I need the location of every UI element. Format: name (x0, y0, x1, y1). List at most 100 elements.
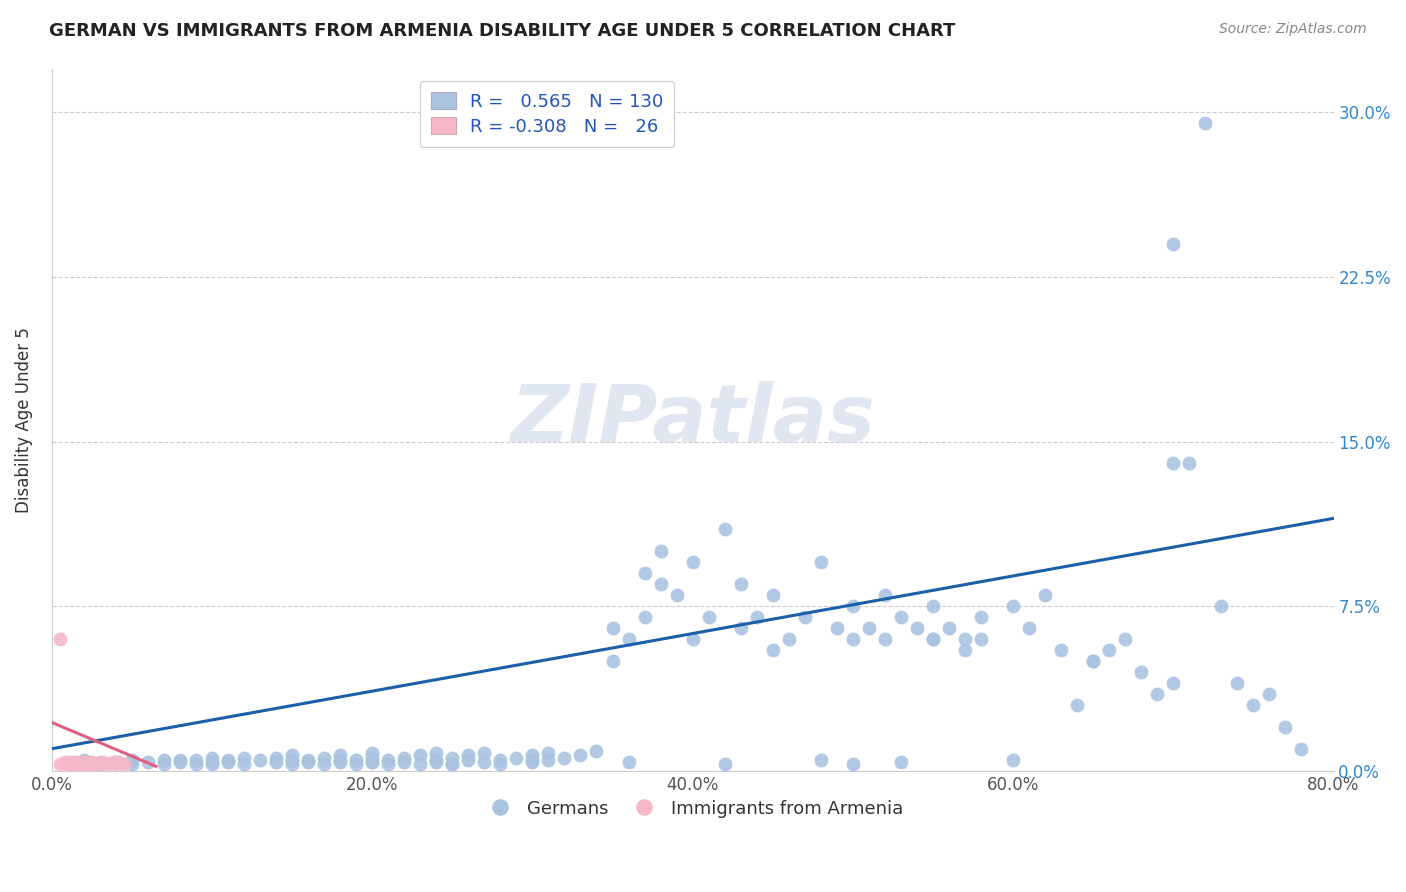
Point (1258, 687, 1281, 701)
Point (842, 632, 865, 646)
Point (602, 621, 624, 635)
Point (1002, 599, 1025, 614)
Point (121, 757, 143, 772)
Point (953, 632, 976, 646)
Point (489, 753, 512, 767)
Point (344, 757, 367, 772)
Point (425, 755, 447, 769)
Point (970, 632, 993, 646)
Point (184, 757, 207, 772)
Point (1161, 457, 1184, 471)
Point (264, 750, 287, 764)
Point (842, 599, 865, 614)
Point (425, 746, 447, 760)
Point (922, 632, 945, 646)
Point (953, 643, 976, 657)
Point (53, 755, 76, 769)
Point (80, 757, 103, 772)
Point (344, 753, 367, 767)
Point (73, 757, 96, 772)
Point (1050, 643, 1073, 657)
Point (281, 753, 304, 767)
Point (104, 757, 127, 772)
Point (329, 748, 352, 763)
Text: ZIPatlas: ZIPatlas (510, 381, 875, 458)
Point (825, 621, 848, 635)
Point (569, 748, 592, 763)
Point (938, 621, 960, 635)
Point (1211, 599, 1233, 614)
Point (1018, 621, 1040, 635)
Point (97, 757, 120, 772)
Point (650, 577, 672, 591)
Point (169, 753, 191, 767)
Point (59, 757, 82, 772)
Point (633, 566, 655, 581)
Point (713, 757, 735, 772)
Point (89, 757, 111, 772)
Text: GERMAN VS IMMIGRANTS FROM ARMENIA DISABILITY AGE UNDER 5 CORRELATION CHART: GERMAN VS IMMIGRANTS FROM ARMENIA DISABI… (49, 22, 956, 40)
Point (537, 746, 560, 760)
Point (361, 746, 384, 760)
Point (329, 753, 352, 767)
Point (682, 632, 704, 646)
Point (617, 632, 640, 646)
Point (425, 753, 447, 767)
Point (617, 755, 640, 769)
Point (233, 750, 256, 764)
Point (810, 555, 832, 569)
Point (112, 757, 135, 772)
Point (201, 755, 224, 769)
Point (1033, 588, 1056, 602)
Point (394, 755, 416, 769)
Point (1130, 665, 1153, 679)
Point (314, 757, 336, 772)
Point (842, 757, 865, 772)
Point (457, 753, 479, 767)
Point (409, 748, 432, 763)
Point (778, 632, 800, 646)
Point (1274, 720, 1296, 734)
Point (472, 755, 495, 769)
Point (73, 753, 96, 767)
Point (650, 544, 672, 558)
Point (136, 755, 159, 769)
Point (201, 750, 224, 764)
Point (522, 753, 544, 767)
Point (184, 753, 207, 767)
Y-axis label: Disability Age Under 5: Disability Age Under 5 (15, 326, 32, 513)
Point (1194, 116, 1216, 130)
Point (264, 755, 287, 769)
Point (1178, 457, 1201, 471)
Point (76, 757, 98, 772)
Point (1114, 632, 1136, 646)
Point (697, 610, 720, 624)
Point (101, 755, 124, 769)
Point (1146, 687, 1168, 701)
Point (970, 610, 993, 624)
Point (394, 750, 416, 764)
Point (457, 748, 479, 763)
Point (121, 753, 143, 767)
Point (858, 621, 880, 635)
Point (56, 755, 79, 769)
Point (153, 753, 176, 767)
Point (201, 757, 224, 772)
Point (441, 757, 464, 772)
Point (281, 748, 304, 763)
Point (361, 755, 384, 769)
Legend: Germans, Immigrants from Armenia: Germans, Immigrants from Armenia (474, 792, 911, 825)
Point (65, 755, 87, 769)
Text: Source: ZipAtlas.com: Source: ZipAtlas.com (1219, 22, 1367, 37)
Point (66, 757, 89, 772)
Point (522, 748, 544, 763)
Point (62, 755, 84, 769)
Point (1083, 654, 1105, 668)
Point (377, 757, 399, 772)
Point (281, 753, 304, 767)
Point (922, 599, 945, 614)
Point (297, 753, 319, 767)
Point (91, 755, 114, 769)
Point (169, 755, 191, 769)
Point (602, 654, 624, 668)
